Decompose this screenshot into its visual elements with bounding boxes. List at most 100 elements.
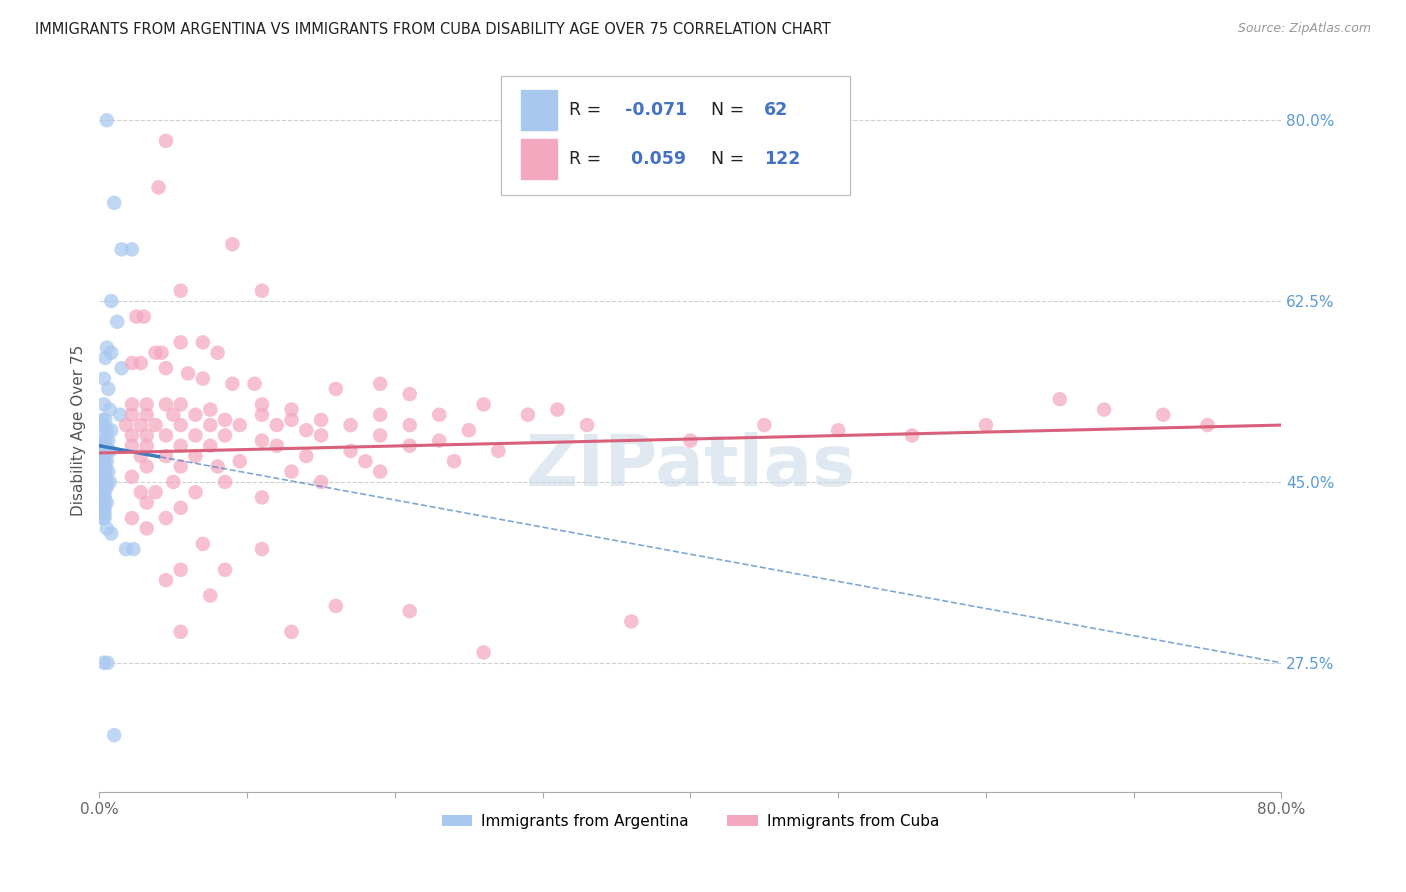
Point — [155, 361, 177, 376]
Point — [368, 428, 391, 442]
Point — [250, 397, 273, 411]
Y-axis label: Disability Age Over 75: Disability Age Over 75 — [72, 344, 86, 516]
Point — [91, 413, 114, 427]
Point — [250, 491, 273, 505]
Point — [472, 397, 495, 411]
Point — [93, 371, 115, 385]
Point — [575, 418, 598, 433]
Point — [91, 449, 114, 463]
Point — [974, 418, 997, 433]
Text: ZIPatlas: ZIPatlas — [526, 432, 855, 501]
Text: IMMIGRANTS FROM ARGENTINA VS IMMIGRANTS FROM CUBA DISABILITY AGE OVER 75 CORRELA: IMMIGRANTS FROM ARGENTINA VS IMMIGRANTS … — [35, 22, 831, 37]
Text: R =: R = — [568, 101, 606, 119]
Point — [96, 454, 118, 468]
Point — [108, 408, 131, 422]
Point — [135, 459, 157, 474]
Point — [135, 495, 157, 509]
Point — [94, 439, 117, 453]
Point — [97, 465, 120, 479]
Point — [96, 423, 118, 437]
Point — [94, 449, 117, 463]
Point — [339, 444, 361, 458]
Point — [339, 418, 361, 433]
Point — [94, 465, 117, 479]
Text: N =: N = — [710, 150, 749, 168]
Point — [207, 345, 229, 359]
Point — [129, 485, 152, 500]
Point — [100, 423, 122, 437]
Point — [121, 408, 143, 422]
Point — [135, 397, 157, 411]
Point — [170, 284, 193, 298]
Point — [150, 345, 173, 359]
Point — [97, 434, 120, 448]
Point — [91, 480, 114, 494]
Point — [1092, 402, 1115, 417]
Point — [110, 361, 132, 376]
Point — [91, 469, 114, 483]
Point — [162, 408, 184, 422]
Point — [91, 495, 114, 509]
Point — [93, 511, 115, 525]
Point — [427, 408, 450, 422]
Point — [91, 465, 114, 479]
Point — [221, 376, 243, 391]
Point — [103, 728, 125, 742]
Point — [486, 444, 509, 458]
Point — [93, 485, 115, 500]
Text: 0.059: 0.059 — [626, 150, 686, 168]
Point — [105, 315, 128, 329]
Text: 122: 122 — [763, 150, 800, 168]
Point — [103, 195, 125, 210]
Point — [679, 434, 702, 448]
Point — [96, 341, 118, 355]
Point — [295, 423, 318, 437]
Point — [162, 475, 184, 489]
Point — [309, 475, 332, 489]
Point — [121, 356, 143, 370]
Point — [93, 397, 115, 411]
Point — [93, 480, 115, 494]
Point — [398, 418, 420, 433]
Bar — [522, 90, 557, 129]
Point — [91, 506, 114, 520]
Point — [398, 387, 420, 401]
Point — [94, 413, 117, 427]
Point — [91, 459, 114, 474]
Point — [96, 475, 118, 489]
Point — [200, 418, 222, 433]
Point — [191, 335, 214, 350]
Point — [93, 475, 115, 489]
Bar — [522, 139, 557, 178]
Point — [93, 506, 115, 520]
Point — [184, 485, 207, 500]
Point — [170, 397, 193, 411]
Point — [170, 335, 193, 350]
Point — [214, 475, 236, 489]
Point — [97, 382, 120, 396]
Point — [170, 563, 193, 577]
Point — [94, 434, 117, 448]
Point — [184, 408, 207, 422]
Point — [155, 134, 177, 148]
Point — [93, 469, 115, 483]
Point — [96, 113, 118, 128]
Point — [100, 294, 122, 309]
Point — [214, 428, 236, 442]
Point — [243, 376, 266, 391]
Point — [229, 454, 252, 468]
Point — [250, 408, 273, 422]
Point — [115, 542, 138, 557]
Point — [191, 537, 214, 551]
Point — [325, 382, 347, 396]
Point — [546, 402, 568, 417]
Point — [96, 444, 118, 458]
Point — [155, 573, 177, 587]
Point — [325, 599, 347, 613]
Point — [472, 645, 495, 659]
Point — [250, 542, 273, 557]
Point — [93, 656, 115, 670]
Point — [1049, 392, 1071, 407]
Point — [121, 397, 143, 411]
Point — [191, 371, 214, 385]
